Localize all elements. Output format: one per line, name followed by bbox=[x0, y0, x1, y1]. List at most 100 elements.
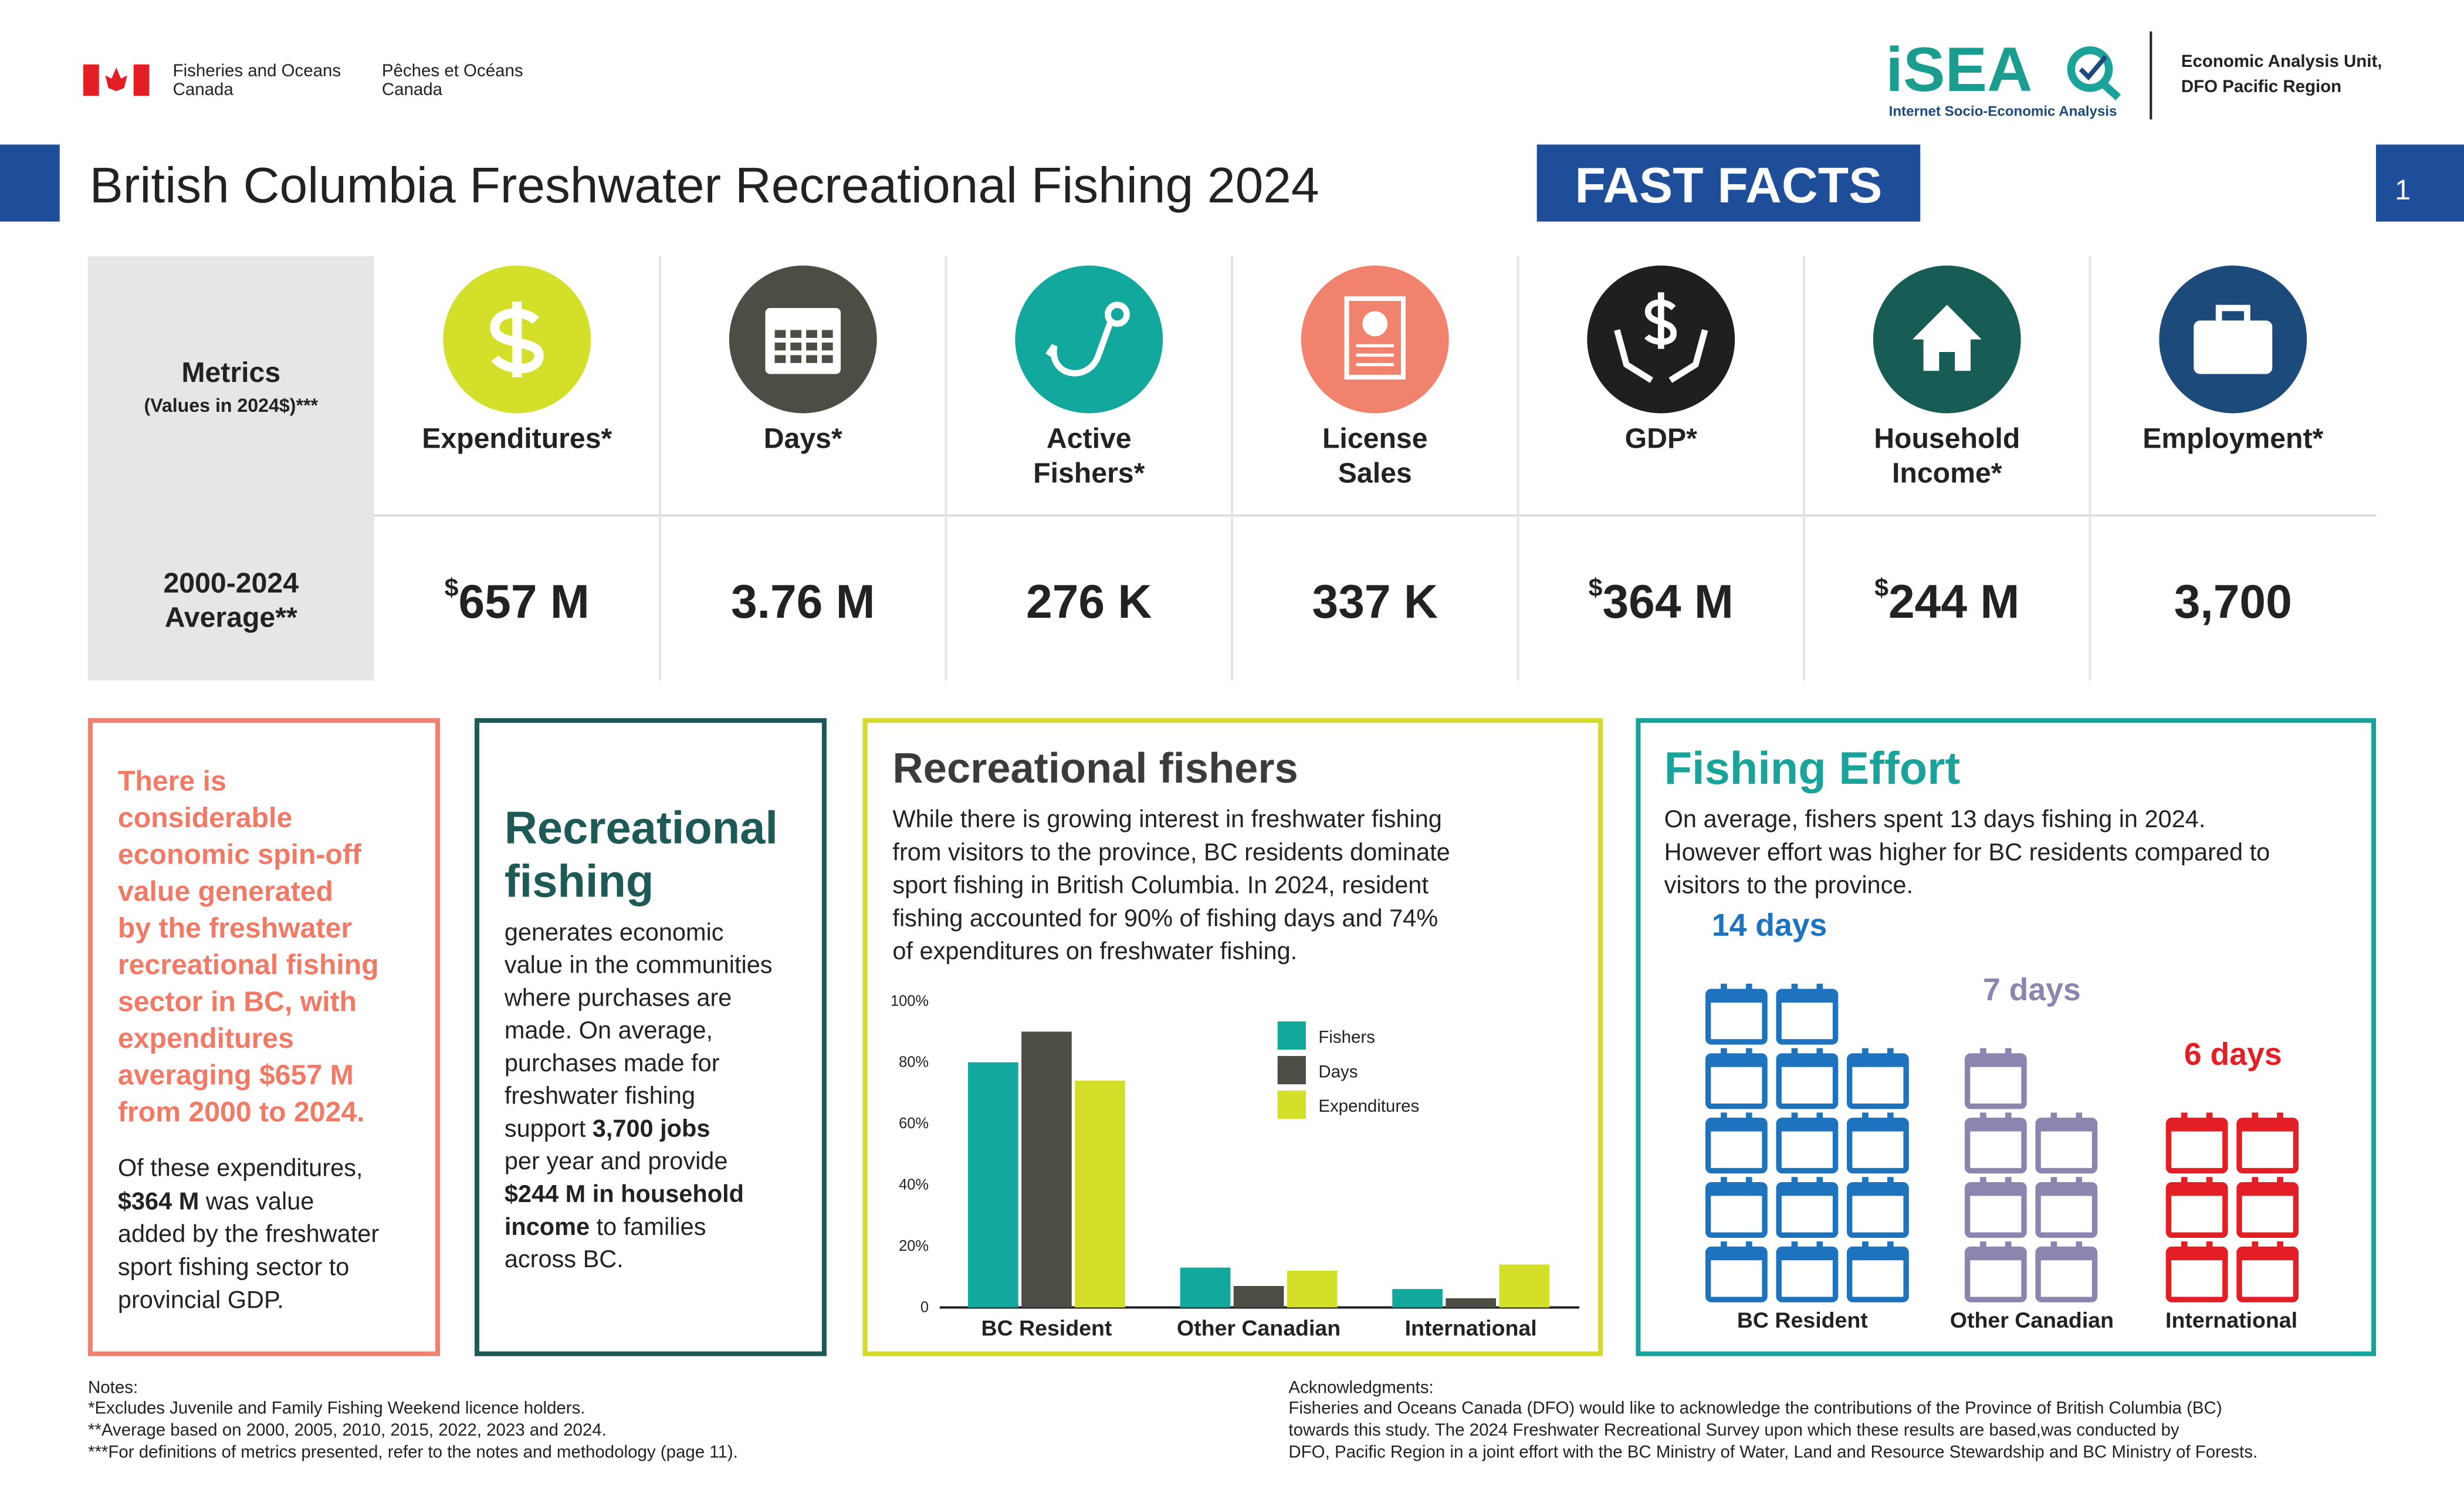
icon-glyph bbox=[790, 342, 802, 351]
value: 276 K bbox=[1026, 576, 1152, 628]
icon-glyph bbox=[790, 330, 802, 338]
calendar-band bbox=[1779, 1184, 1836, 1196]
calendar-icon bbox=[2165, 1241, 2228, 1302]
calendar-ring bbox=[1791, 1048, 1798, 1062]
calendar-icon bbox=[1705, 1112, 1768, 1174]
calendar-band bbox=[2168, 1249, 2225, 1261]
calendar-ring bbox=[1887, 1241, 1894, 1256]
calendar-ring bbox=[1721, 1048, 1727, 1062]
icon-glyph bbox=[1644, 292, 1677, 349]
body-text: $364 M was value bbox=[118, 1187, 314, 1214]
bold-run: $364 M bbox=[118, 1187, 199, 1214]
calendar-ring bbox=[2277, 1177, 2283, 1192]
calendar-band bbox=[1708, 1056, 1765, 1067]
icon-glyph bbox=[1105, 302, 1130, 327]
metric-name: Income* bbox=[1892, 457, 2002, 489]
calendar-ring bbox=[1980, 1112, 1986, 1127]
metrics-label: Metrics bbox=[181, 357, 280, 388]
calendar-ring bbox=[2181, 1112, 2188, 1127]
metric-name: Household bbox=[1874, 422, 2020, 454]
metric-value: $244 M bbox=[1874, 574, 2019, 628]
calendar-icon bbox=[2236, 1241, 2299, 1302]
bold-run: 3,700 jobs bbox=[593, 1114, 710, 1142]
calendar-icon bbox=[2236, 1177, 2299, 1238]
calendar-band bbox=[2239, 1184, 2296, 1196]
highlight-text: averaging $657 M bbox=[118, 1060, 354, 1091]
panel-title: Fishing Effort bbox=[1664, 743, 1961, 794]
y-tick-label: 0 bbox=[920, 1299, 929, 1316]
icon-glyph bbox=[1912, 304, 1982, 371]
body-text: across BC. bbox=[505, 1245, 624, 1272]
calendar-ring bbox=[2050, 1177, 2057, 1192]
run: was value bbox=[199, 1187, 314, 1214]
icon-glyph bbox=[806, 342, 817, 351]
icon-circle bbox=[1015, 265, 1163, 414]
calendar-icon bbox=[2035, 1177, 2098, 1238]
calendar-ring bbox=[2076, 1241, 2083, 1256]
body-text: support 3,700 jobs bbox=[505, 1114, 710, 1142]
effort-label: 6 days bbox=[2184, 1037, 2282, 1072]
highlight-text: recreational fishing bbox=[118, 949, 379, 981]
metric-value: 337 K bbox=[1312, 576, 1438, 628]
body-text: While there is growing interest in fresh… bbox=[892, 805, 1441, 832]
legend-label: Expenditures bbox=[1318, 1096, 1419, 1116]
calendar-ring bbox=[1745, 1048, 1752, 1062]
body-text: where purchases are bbox=[504, 983, 732, 1011]
body-text: income to families bbox=[505, 1212, 706, 1240]
divider bbox=[2150, 31, 2152, 120]
page-number: 1 bbox=[2395, 174, 2411, 206]
metric-name: Sales bbox=[1338, 457, 1412, 489]
calendar-ring bbox=[2277, 1112, 2283, 1127]
metric-name: Employment* bbox=[2143, 422, 2323, 454]
calendar-ring bbox=[1862, 1177, 1869, 1192]
metric-icon bbox=[2159, 265, 2307, 414]
body-text: sport fishing in British Columbia. In 20… bbox=[892, 871, 1429, 899]
panel-border bbox=[1636, 718, 2376, 1356]
icon-glyph bbox=[806, 330, 817, 338]
icon-glyph bbox=[774, 330, 786, 338]
body-text: Of these expenditures, bbox=[118, 1154, 363, 1182]
calendar-band bbox=[1779, 1056, 1836, 1067]
legend-label: Days bbox=[1318, 1062, 1358, 1081]
page-box bbox=[2376, 144, 2464, 222]
calendar-band bbox=[1849, 1249, 1907, 1261]
badge: FAST FACTS bbox=[1575, 157, 1883, 214]
logo-tagline: Internet Socio-Economic Analysis bbox=[1889, 104, 2117, 120]
ack-line: Fisheries and Oceans Canada (DFO) would … bbox=[1288, 1399, 2222, 1418]
icon-glyph bbox=[490, 302, 544, 377]
calendar-ring bbox=[2181, 1177, 2188, 1192]
calendar-ring bbox=[1791, 1241, 1798, 1256]
logo-icon bbox=[2067, 46, 2121, 101]
calendar-band bbox=[1967, 1184, 2024, 1196]
effort-category: BC Resident bbox=[1737, 1308, 1868, 1332]
calendar-band bbox=[1708, 1249, 1765, 1261]
calendar-ring bbox=[2206, 1177, 2213, 1192]
calendar-icon bbox=[1705, 1048, 1768, 1109]
calendar-ring bbox=[1862, 1112, 1869, 1127]
calendar-ring bbox=[1721, 1177, 1727, 1192]
calendar-ring bbox=[1745, 1241, 1752, 1256]
highlight-text: from 2000 to 2024. bbox=[118, 1096, 365, 1128]
metric-value: 276 K bbox=[1026, 576, 1152, 628]
legend-swatch bbox=[1277, 1056, 1306, 1085]
calendar-icon bbox=[2165, 1177, 2228, 1238]
panel-title: Recreational bbox=[505, 803, 778, 854]
body-text: On average, fishers spent 13 days fishin… bbox=[1664, 805, 2206, 832]
calendar-ring bbox=[1980, 1241, 1986, 1256]
calendar-band bbox=[1708, 991, 1765, 1003]
calendar-ring bbox=[1980, 1048, 1986, 1062]
ack-line: DFO, Pacific Region in a joint effort wi… bbox=[1288, 1443, 2257, 1462]
calendar-ring bbox=[1887, 1112, 1894, 1127]
metric-name: GDP* bbox=[1625, 422, 1697, 454]
note-line: ***For definitions of metrics presented,… bbox=[88, 1443, 738, 1462]
badge-box bbox=[1536, 144, 1921, 222]
run: to families bbox=[590, 1212, 706, 1240]
calendar-band bbox=[2168, 1184, 2225, 1196]
icon-glyph bbox=[2215, 304, 2250, 327]
title-bar bbox=[0, 144, 60, 222]
calendar-ring bbox=[2076, 1112, 2083, 1127]
calendar-band bbox=[2038, 1184, 2095, 1196]
calendar-icon bbox=[1776, 1048, 1839, 1109]
x-tick-label: BC Resident bbox=[981, 1315, 1112, 1340]
calendar-ring bbox=[1745, 983, 1752, 998]
